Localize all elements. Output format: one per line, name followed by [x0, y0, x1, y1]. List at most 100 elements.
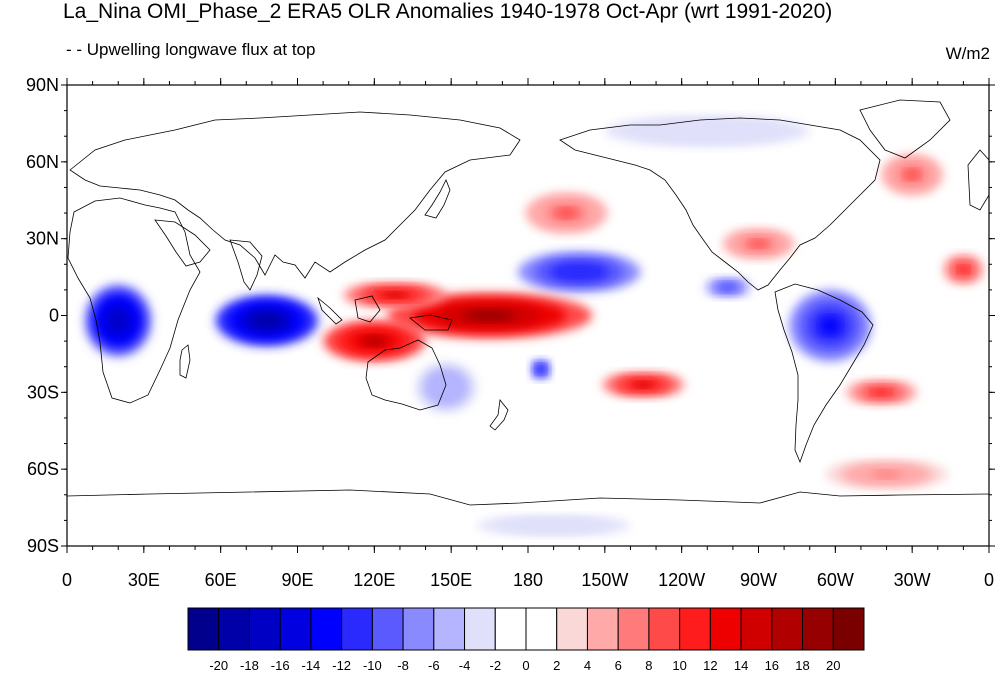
colorbar-box [402, 607, 435, 651]
colorbar-box [556, 607, 588, 651]
colorbar-box [586, 607, 619, 651]
coastline-australia [365, 339, 447, 411]
lon-tick-label: 90E [281, 570, 313, 590]
colorbar-label: 4 [584, 658, 591, 673]
map-subtitle: - - Upwelling longwave flux at top [66, 40, 316, 59]
colorbar-label: -18 [240, 658, 259, 673]
colorbar-box [740, 607, 773, 651]
central-america-negative-anomaly [704, 277, 751, 298]
coastline-europe [967, 149, 989, 211]
colorbar-box [310, 607, 343, 651]
colorbar-box [279, 607, 312, 651]
gulf-of-mexico-positive-anomaly-contour [749, 239, 768, 248]
colorbar-box [679, 607, 711, 651]
colorbar-label: -14 [302, 658, 321, 673]
map-title: La_Nina OMI_Phase_2 ERA5 OLR Anomalies 1… [63, 0, 833, 23]
south-pacific-positive-anomaly-contour [633, 381, 654, 388]
units-label: W/m2 [945, 44, 990, 63]
south-pacific-positive-anomaly [602, 371, 685, 398]
colorbar-box [617, 607, 650, 651]
south-america-negative-anomaly-contour [819, 316, 841, 335]
coastline-africa [67, 197, 201, 404]
north-atlantic-positive-anomaly [881, 154, 943, 196]
maritime-continent-positive-anomaly [387, 292, 593, 339]
colorbar-box [494, 607, 527, 651]
coastline-south-america [774, 283, 874, 464]
coastline-north-america [559, 117, 881, 291]
lon-tick-label: 0 [984, 570, 994, 590]
lon-tick-label: 90W [740, 570, 777, 590]
gulf-of-mexico-positive-anomaly [722, 228, 795, 260]
north-pacific-negative-anomaly-contour [563, 266, 595, 278]
south-pacific-small-negative [530, 359, 552, 380]
lon-tick-label: 60W [817, 570, 854, 590]
colorbar-label: 20 [826, 658, 840, 673]
africa-negative-anomaly-contour [109, 311, 127, 330]
colorbar-label: 2 [553, 658, 560, 673]
arctic-negative-anomaly [604, 115, 810, 147]
indian-ocean-negative-anomaly [215, 295, 318, 347]
australia-negative-anomaly-contour [438, 380, 454, 394]
africa-negative-anomaly [84, 284, 152, 357]
lat-tick-label: 0 [49, 306, 59, 326]
colorbar-box [464, 607, 496, 651]
colorbar-label: -8 [397, 658, 409, 673]
maritime-continent-positive-anomaly-contour [463, 309, 516, 322]
lon-tick-label: 30W [894, 570, 931, 590]
lat-tick-label: 60N [26, 152, 59, 172]
lat-tick-label: 30S [27, 382, 59, 402]
colorbar-box [433, 607, 466, 651]
colorbar-label: 10 [672, 658, 686, 673]
south-atlantic-positive-anomaly-contour [872, 389, 891, 396]
lon-tick-label: 150W [581, 570, 628, 590]
lon-tick-label: 150E [430, 570, 472, 590]
colorbar-label: -6 [428, 658, 440, 673]
anomaly-field [84, 115, 984, 536]
antarctic-negative-anomaly-contour [534, 522, 573, 529]
colorbar-box [709, 607, 742, 651]
lat-tick-label: 60S [27, 459, 59, 479]
north-atlantic-positive-anomaly-contour [904, 169, 920, 180]
south-america-negative-anomaly [789, 289, 872, 362]
colorbar-box [341, 607, 373, 651]
atlantic-positive-anomaly [942, 254, 984, 285]
australia-negative-anomaly [415, 361, 477, 413]
coastline-sumatra [317, 296, 343, 325]
colorbar: -20 -18 -16 -14 -12 -10 -8 -6 -4 -2 0 2 4 6 8 10 12 14 16 1… [187, 607, 865, 673]
south-pacific-small-negative-contour [538, 366, 544, 372]
atlantic-positive-anomaly-contour [958, 265, 969, 274]
colorbar-label: 18 [795, 658, 809, 673]
colorbar-label: 6 [615, 658, 622, 673]
lat-tick-label: 90S [27, 536, 59, 556]
coastlines [67, 99, 989, 506]
coastline-new-zealand [489, 399, 509, 431]
southern-ocean-positive-anomaly-contour [871, 470, 902, 479]
colorbar-box [371, 607, 404, 651]
colorbar-box [802, 607, 834, 651]
lat-tick-label: 90N [26, 75, 59, 95]
colorbar-label: -20 [209, 658, 228, 673]
north-pacific-positive-anomaly-contour [556, 207, 577, 219]
colorbar-label: -4 [459, 658, 471, 673]
colorbar-label: 8 [645, 658, 652, 673]
colorbar-label: -12 [332, 658, 351, 673]
coastline-arabia [154, 219, 211, 267]
south-atlantic-positive-anomaly [845, 379, 918, 406]
coastline-india [229, 239, 263, 291]
colorbar-box [187, 607, 220, 651]
west-pacific-positive-anomaly-contour [382, 291, 408, 299]
colorbar-label: -16 [271, 658, 290, 673]
colorbar-label: 14 [734, 658, 748, 673]
indian-ocean-negative-anomaly-contour [253, 314, 280, 328]
arctic-negative-anomaly-contour [681, 127, 733, 135]
lon-tick-label: 180 [513, 570, 543, 590]
west-pacific-positive-anomaly [343, 282, 447, 308]
lon-tick-label: 120W [658, 570, 705, 590]
colorbar-label: -2 [489, 658, 501, 673]
colorbar-label: -10 [363, 658, 382, 673]
coastline-greenland [859, 99, 951, 159]
north-pacific-negative-anomaly [517, 251, 641, 293]
colorbar-label: 0 [522, 658, 529, 673]
colorbar-box [648, 607, 681, 651]
